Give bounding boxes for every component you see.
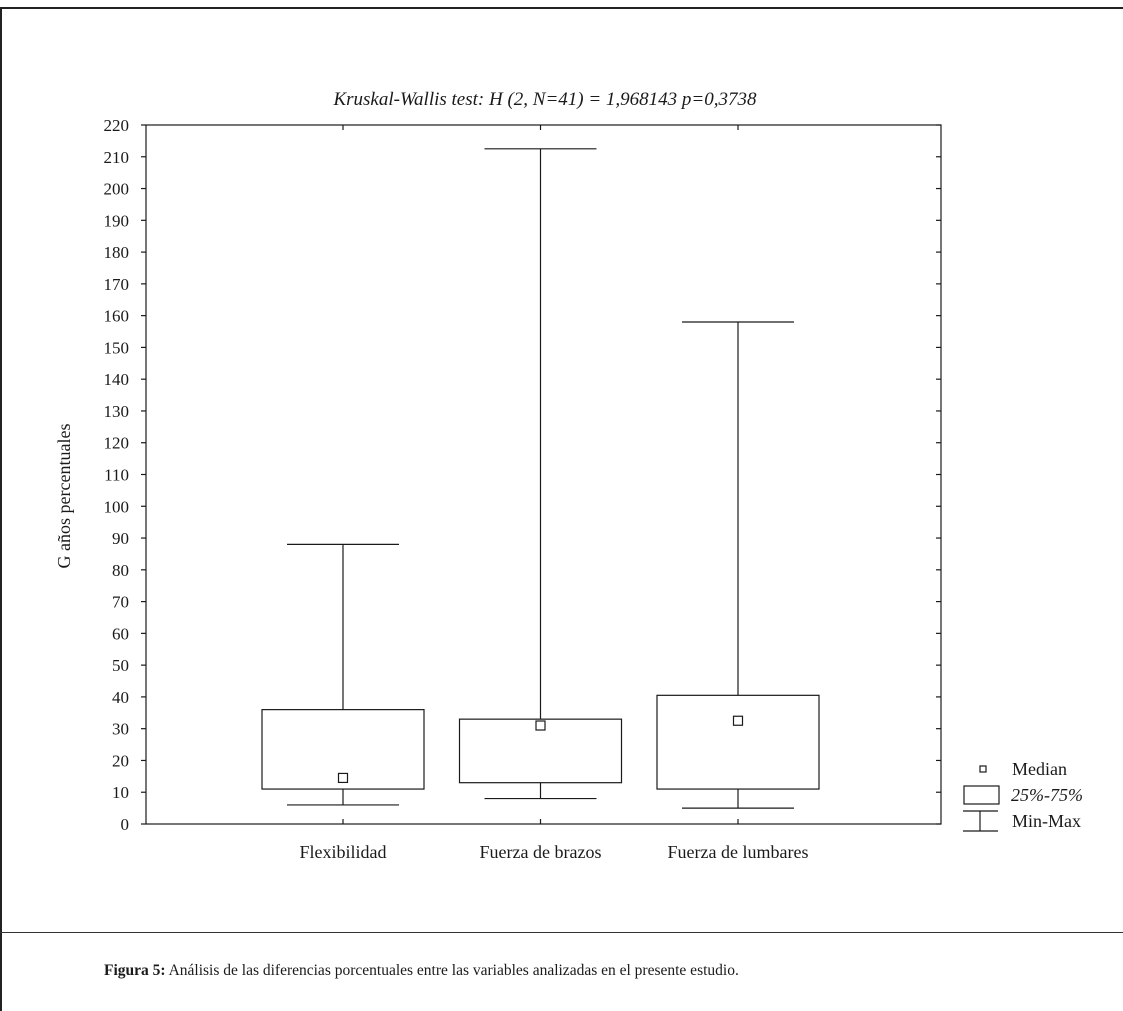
boxplot-chart: Kruskal-Wallis test: H (2, N=41) = 1,968… — [54, 89, 1083, 862]
legend-label: Min-Max — [1012, 811, 1081, 831]
x-tick-label: Fuerza de brazos — [480, 842, 602, 862]
y-tick-label: 210 — [104, 148, 130, 167]
iqr-box — [261, 709, 425, 790]
y-tick-label: 80 — [112, 561, 129, 580]
y-tick-label: 90 — [112, 529, 129, 548]
box-3 — [656, 321, 820, 809]
iqr-box — [458, 718, 623, 784]
x-tick-label: Flexibilidad — [300, 842, 387, 862]
y-tick-label: 190 — [104, 211, 130, 230]
box-2 — [458, 148, 623, 800]
legend-box-marker — [963, 785, 1000, 805]
y-tick-label: 40 — [112, 688, 129, 707]
y-tick-label: 140 — [104, 370, 130, 389]
median-marker — [337, 772, 349, 784]
y-tick-label: 10 — [112, 783, 129, 802]
y-axis-label: G años percentuales — [54, 424, 74, 569]
median-marker — [535, 720, 546, 731]
legend-label: Median — [1012, 759, 1067, 779]
y-tick-label: 50 — [112, 656, 129, 675]
y-axis: 0 10 20 30 40 50 60 70 80 90 100 110 120 130 140 150 160… — [104, 116, 941, 834]
y-tick-label: 60 — [112, 624, 129, 643]
iqr-box — [656, 694, 820, 790]
legend-median-marker — [979, 765, 987, 773]
y-tick-label: 120 — [104, 434, 130, 453]
boxes-group — [261, 148, 820, 809]
legend-label: 25%-75% — [1011, 785, 1083, 805]
y-tick-label: 150 — [104, 338, 130, 357]
y-tick-label: 200 — [104, 180, 130, 199]
frame-border-top — [0, 7, 1123, 9]
y-tick-label: 30 — [112, 720, 129, 739]
y-tick-label: 70 — [112, 593, 129, 612]
y-tick-label: 170 — [104, 275, 130, 294]
y-tick-label: 220 — [104, 116, 130, 135]
y-tick-label: 100 — [104, 497, 130, 516]
legend: Median 25%-75% Min-Max — [963, 759, 1083, 832]
y-tick-label: 160 — [104, 307, 130, 326]
caption-divider — [0, 932, 1123, 933]
y-tick-label: 0 — [121, 815, 130, 834]
x-tick-label: Fuerza de lumbares — [668, 842, 809, 862]
chart-title: Kruskal-Wallis test: H (2, N=41) = 1,968… — [332, 89, 757, 110]
caption-text: Análisis de las diferencias porcentuales… — [165, 962, 739, 979]
y-tick-label: 180 — [104, 243, 130, 262]
x-axis: Flexibilidad Fuerza de brazos Fuerza de lu… — [300, 125, 809, 862]
median-marker — [732, 715, 744, 726]
y-tick-label: 130 — [104, 402, 130, 421]
caption-label: Figura 5: — [104, 962, 166, 979]
figure-caption: Figura 5: Análisis de las diferencias po… — [104, 962, 739, 980]
box-1 — [261, 543, 425, 806]
y-tick-label: 110 — [104, 466, 129, 485]
frame-border-left — [0, 7, 2, 1011]
y-tick-label: 20 — [112, 751, 129, 770]
